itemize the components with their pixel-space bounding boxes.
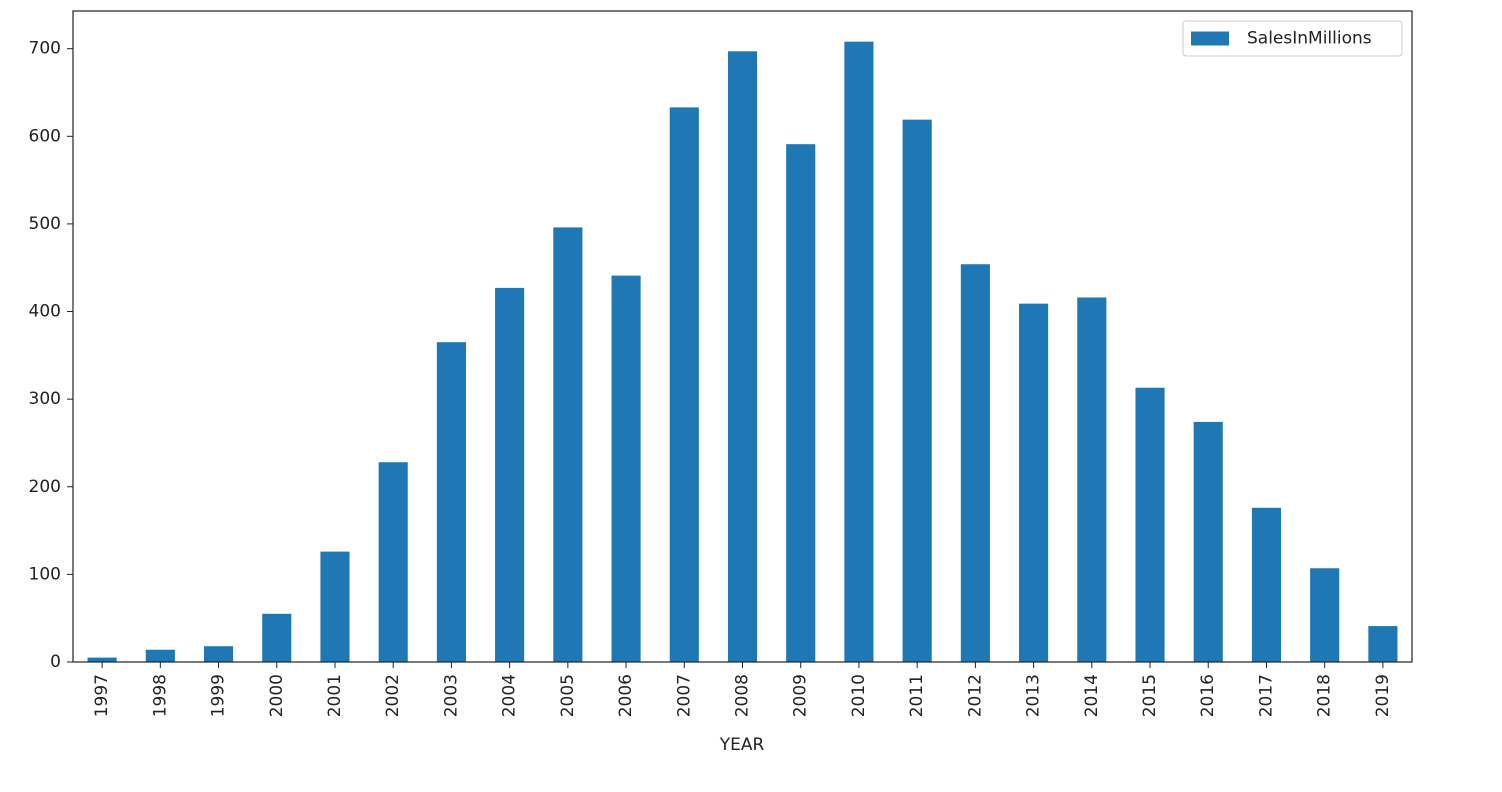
x-tick-label: 2016 <box>1198 674 1218 717</box>
x-tick-label: 2014 <box>1082 674 1102 717</box>
y-tick-label: 100 <box>29 564 61 584</box>
bar <box>553 227 583 662</box>
bar <box>960 264 990 662</box>
bar <box>378 462 408 662</box>
y-tick-label: 200 <box>29 477 61 497</box>
bar <box>1251 507 1282 662</box>
x-tick-label: 2009 <box>791 674 811 717</box>
x-tick-label: 2003 <box>441 674 461 717</box>
bar <box>1135 387 1165 662</box>
bar <box>436 342 466 662</box>
x-tick-label: 2002 <box>383 674 403 717</box>
y-tick-label: 300 <box>29 389 61 409</box>
x-tick-label: 2015 <box>1140 674 1160 717</box>
x-tick-label: 1997 <box>92 674 112 717</box>
bar <box>1368 626 1398 662</box>
legend-label: SalesInMillions <box>1247 29 1372 49</box>
x-tick-label: 1999 <box>209 674 229 717</box>
x-tick-label: 1998 <box>150 674 170 717</box>
bar <box>1310 568 1340 662</box>
x-tick-label: 2007 <box>674 674 694 717</box>
x-tick-label: 2008 <box>733 674 753 717</box>
y-tick-label: 0 <box>50 652 61 672</box>
legend-swatch <box>1191 31 1229 46</box>
plot-frame <box>72 10 1413 663</box>
bar <box>87 657 117 662</box>
x-tick-label: 2010 <box>849 674 869 717</box>
y-tick-label: 600 <box>29 126 61 146</box>
bar <box>902 119 932 663</box>
bar <box>611 275 641 662</box>
bar <box>727 51 758 662</box>
bar <box>145 649 175 662</box>
bar <box>1077 297 1107 662</box>
x-tick-label: 2000 <box>267 674 287 717</box>
x-tick-label: 2001 <box>325 674 345 717</box>
bar <box>203 646 234 662</box>
x-tick-label: 2006 <box>616 674 636 717</box>
bar <box>1019 303 1049 662</box>
y-tick-label: 400 <box>29 302 61 322</box>
bar <box>320 551 350 662</box>
x-tick-label: 2018 <box>1315 674 1335 717</box>
bar <box>262 613 292 662</box>
bar <box>844 41 874 663</box>
x-tick-label: 2013 <box>1024 674 1044 717</box>
y-tick-label: 700 <box>29 39 61 59</box>
x-tick-label: 2005 <box>558 674 578 717</box>
bar <box>1193 421 1223 662</box>
legend-box <box>1182 20 1403 57</box>
x-tick-label: 2019 <box>1373 674 1393 717</box>
x-tick-label: 2017 <box>1256 674 1276 717</box>
bar <box>495 287 525 662</box>
x-axis-label: YEAR <box>719 735 765 755</box>
y-tick-label: 500 <box>29 214 61 234</box>
x-tick-label: 2011 <box>907 674 927 717</box>
x-tick-label: 2012 <box>965 674 985 717</box>
bar <box>669 107 699 663</box>
x-tick-label: 2004 <box>500 674 520 717</box>
bar <box>786 144 816 662</box>
